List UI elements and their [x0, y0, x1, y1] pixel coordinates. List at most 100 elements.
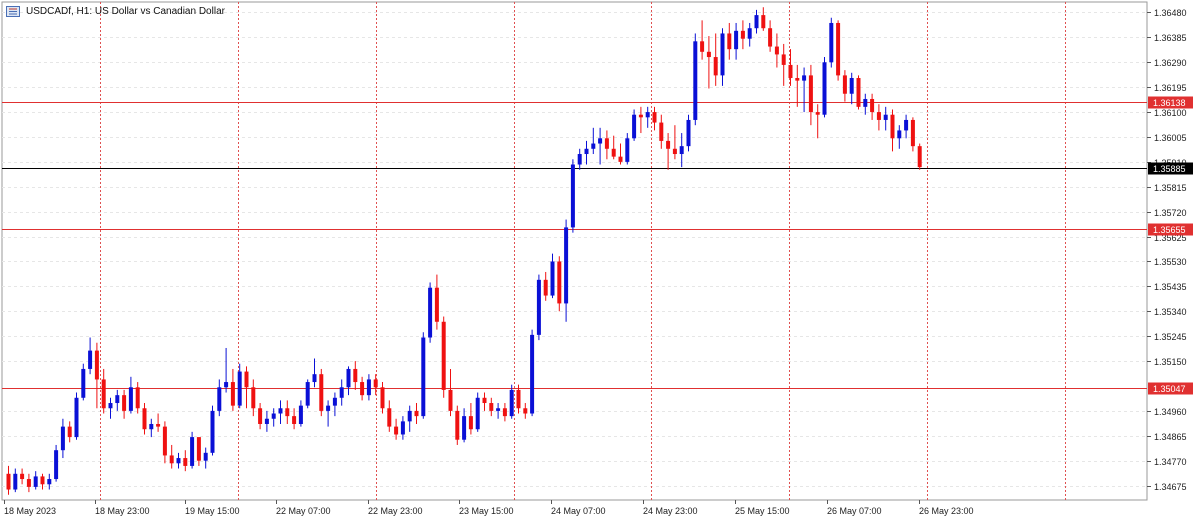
candle: [652, 106, 657, 131]
price-tick-label: 1.35150: [1154, 357, 1187, 367]
candle: [808, 64, 813, 126]
candle-body: [557, 261, 562, 304]
candle-body: [788, 64, 793, 79]
candle-body: [706, 51, 711, 58]
candle: [734, 22, 739, 60]
candle: [836, 20, 841, 81]
time-tick-label: 22 May 07:00: [276, 506, 331, 516]
candle-body: [781, 54, 786, 65]
candle: [54, 444, 59, 482]
candle-body: [849, 78, 854, 94]
candle-body: [455, 410, 460, 440]
candle: [26, 473, 31, 493]
candle: [387, 400, 392, 432]
level-price-labels: 1.36138 1.35655 1.35047 1.35885: [1148, 96, 1193, 395]
candle: [686, 114, 691, 152]
candle: [815, 104, 820, 139]
candle-body: [856, 78, 861, 107]
candle-body: [897, 130, 902, 139]
candle: [237, 363, 242, 409]
time-tick-label: 18 May 23:00: [95, 506, 150, 516]
candle: [672, 125, 677, 160]
time-axis[interactable]: 18 May 2023 18 May 23:00 19 May 15:00 22 Ma…: [4, 500, 974, 516]
candle-body: [156, 423, 161, 427]
candle-body: [54, 450, 59, 480]
candle: [904, 114, 909, 139]
horizontal-levels[interactable]: [2, 102, 1147, 389]
candle-body: [326, 405, 331, 411]
candle-body: [523, 408, 528, 414]
candle: [115, 389, 120, 411]
candle-body: [591, 143, 596, 149]
candle-body: [210, 410, 215, 453]
candle: [128, 376, 133, 414]
current-price-tag: [1148, 162, 1193, 175]
candle-body: [584, 148, 589, 155]
time-tick-label: 23 May 15:00: [459, 506, 514, 516]
candle-body: [434, 287, 439, 322]
candle: [156, 413, 161, 432]
chart-menu-icon[interactable]: [6, 6, 20, 17]
candle-body: [611, 148, 616, 157]
candle-body: [496, 408, 501, 411]
candle: [829, 17, 834, 68]
candle: [292, 408, 297, 430]
candle-body: [570, 164, 575, 228]
candle: [162, 421, 167, 464]
candle-body: [747, 28, 752, 39]
candle: [502, 403, 507, 422]
time-tick-label: 26 May 23:00: [919, 506, 974, 516]
candle: [135, 382, 140, 414]
candle-body: [122, 395, 127, 411]
candle-body: [217, 387, 222, 411]
candle: [312, 358, 317, 388]
candle-body: [428, 287, 433, 338]
candle: [40, 473, 45, 490]
candle-body: [870, 98, 875, 113]
candle: [441, 316, 446, 398]
symbol-title: USDCADf, H1: US Dollar vs Canadian Dolla…: [26, 6, 225, 17]
candle: [659, 114, 664, 149]
candle: [47, 473, 52, 490]
candle: [394, 418, 399, 440]
price-tick-label: 1.35815: [1154, 183, 1187, 193]
candle: [455, 405, 460, 445]
candle-body: [33, 476, 38, 487]
candle-body: [332, 397, 337, 406]
candle-body: [353, 368, 358, 383]
candle-body: [822, 62, 827, 115]
candles: [6, 7, 922, 495]
candle: [570, 159, 575, 233]
candle-body: [754, 15, 759, 29]
candle: [101, 368, 106, 414]
candle-body: [94, 350, 99, 380]
candle: [88, 337, 93, 375]
candle-body: [577, 154, 582, 165]
candle: [489, 397, 494, 417]
candle: [747, 22, 752, 47]
candle-body: [162, 426, 167, 456]
price-tick-label: 1.36005: [1154, 133, 1187, 143]
candle: [60, 418, 65, 459]
candle-body: [305, 382, 310, 406]
candle-body: [230, 382, 235, 406]
candle-body: [278, 408, 283, 414]
candle-body: [883, 114, 888, 120]
candle-body: [298, 405, 303, 424]
candle-body: [101, 379, 106, 409]
candle: [183, 450, 188, 472]
candle: [33, 471, 38, 490]
price-axis[interactable]: 1.34675 1.34770 1.34865 1.34960 1.35150 1.352…: [1147, 8, 1187, 492]
candle-body: [40, 476, 45, 485]
candle-body: [373, 379, 378, 388]
candle-body: [407, 410, 412, 422]
candle-body: [530, 334, 535, 414]
candle-body: [135, 387, 140, 409]
candle-body: [876, 112, 881, 120]
candle: [849, 72, 854, 105]
candle: [74, 392, 79, 440]
candle: [190, 431, 195, 469]
candle-body: [686, 119, 691, 147]
